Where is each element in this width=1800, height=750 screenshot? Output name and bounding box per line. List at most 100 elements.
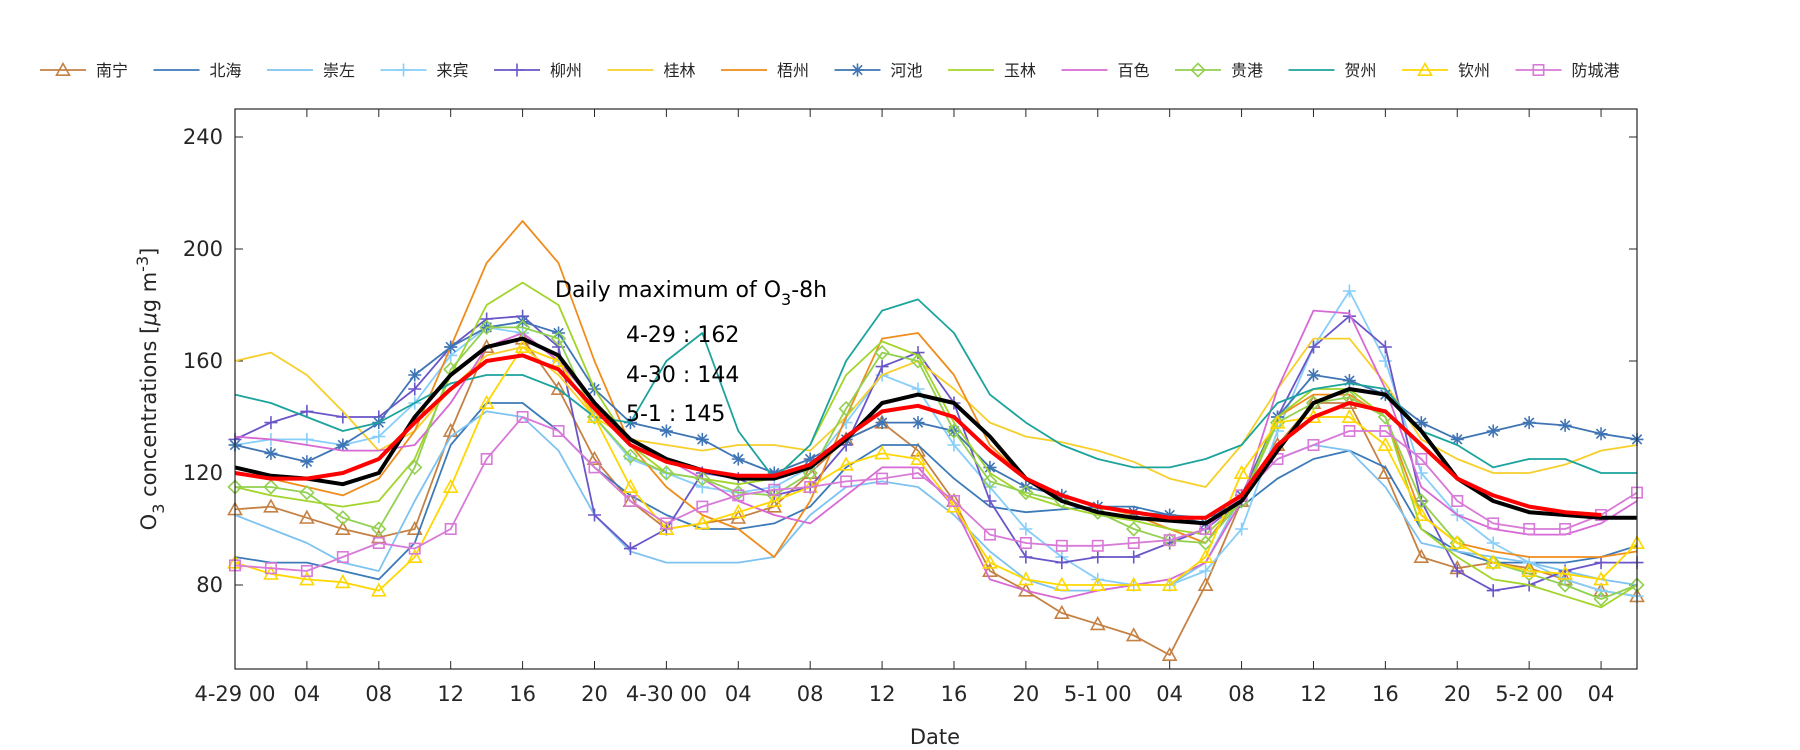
legend-item: 北海 <box>153 61 242 80</box>
data-point <box>408 368 422 382</box>
data-point <box>802 464 819 480</box>
data-point <box>299 509 315 524</box>
legend: 南宁 北海 崇左 来宾 柳州 桂林 梧州 河池 玉林 百色 贵港 贺州 钦州 防城港 <box>40 61 1620 80</box>
data-point <box>407 459 423 476</box>
series-line <box>234 346 1638 592</box>
data-point <box>1053 576 1070 592</box>
data-point <box>1378 354 1392 368</box>
x-tick-label: 04 <box>1156 682 1183 706</box>
data-point <box>982 473 998 490</box>
series-city-13 <box>229 410 1644 577</box>
data-point <box>408 382 422 396</box>
legend-label: 柳州 <box>550 61 582 80</box>
x-tick-label: 4-30 00 <box>626 682 707 706</box>
data-point <box>694 515 711 530</box>
data-point <box>851 63 864 77</box>
legend-label: 玉林 <box>1004 61 1036 80</box>
legend-item: 南宁 <box>40 61 128 80</box>
data-point <box>372 430 386 444</box>
data-point <box>1199 564 1213 578</box>
data-point <box>1413 548 1430 564</box>
data-point <box>1594 556 1608 570</box>
legend-label: 百色 <box>1118 61 1150 80</box>
data-point <box>514 338 531 354</box>
data-point <box>370 582 387 597</box>
data-point <box>371 521 387 537</box>
x-tick-label: 04 <box>725 682 752 706</box>
legend-label: 北海 <box>210 61 242 80</box>
data-point <box>804 480 817 493</box>
y-label-sup: -3 <box>133 256 152 272</box>
y-tick-label: 160 <box>183 349 223 373</box>
data-point <box>1055 556 1069 570</box>
legend-label: 贵港 <box>1231 61 1263 80</box>
data-point <box>1559 522 1572 535</box>
data-point <box>1522 416 1536 430</box>
data-point <box>1342 374 1356 388</box>
data-point <box>1089 616 1106 631</box>
data-point <box>838 456 854 471</box>
data-point <box>983 528 996 541</box>
data-point <box>1306 340 1320 354</box>
y-tick-label: 240 <box>183 125 223 149</box>
data-point <box>910 450 926 466</box>
x-tick-label: 12 <box>869 682 896 706</box>
y-label-base: O <box>137 514 161 531</box>
y-label-end: ] <box>137 248 161 256</box>
series-line <box>235 326 1638 600</box>
data-point <box>1523 522 1536 535</box>
data-point <box>1126 521 1142 537</box>
data-point <box>732 489 745 502</box>
data-point <box>622 448 639 464</box>
data-point <box>1557 565 1573 580</box>
data-point <box>695 480 709 494</box>
data-point <box>695 432 709 446</box>
data-point <box>1593 571 1609 586</box>
data-point <box>1557 577 1573 593</box>
y-tick-label: 200 <box>183 237 223 261</box>
data-point <box>1018 571 1034 586</box>
legend-item: 崇左 <box>267 61 355 80</box>
data-point <box>408 542 421 555</box>
data-point <box>299 484 315 501</box>
data-point <box>1417 61 1433 76</box>
data-point <box>1343 424 1356 437</box>
data-point <box>623 542 637 556</box>
data-point <box>1450 432 1464 446</box>
data-point <box>300 455 314 469</box>
data-point <box>1521 562 1538 578</box>
data-point <box>264 446 278 460</box>
legend-item: 玉林 <box>948 61 1036 80</box>
y-label-mu: μ <box>137 312 161 326</box>
data-point <box>1163 534 1176 547</box>
data-point <box>1449 535 1465 551</box>
data-point <box>586 408 603 424</box>
data-point <box>1055 539 1068 552</box>
data-point <box>1379 424 1392 437</box>
data-point <box>1019 536 1032 549</box>
data-point <box>1485 554 1502 569</box>
data-point <box>586 450 603 466</box>
legend-item: 来宾 <box>380 61 469 80</box>
data-point <box>1341 408 1358 424</box>
legend-label: 河池 <box>891 61 923 80</box>
y-axis-label: O3 concentrations [μg m-3] <box>133 248 168 531</box>
legend-label: 梧州 <box>777 61 809 80</box>
data-point <box>335 510 351 526</box>
annotation-line-3: 5-1 : 145 <box>626 402 725 427</box>
data-point <box>263 479 279 495</box>
data-point <box>1053 604 1070 620</box>
data-point <box>1091 550 1105 564</box>
annotation-line-1: 4-29 : 162 <box>626 323 739 348</box>
data-point <box>300 564 313 577</box>
data-point <box>983 460 997 474</box>
series-city-6 <box>234 220 1638 558</box>
x-tick-label: 5-1 00 <box>1064 682 1132 706</box>
data-point <box>660 517 673 530</box>
data-point <box>910 442 926 457</box>
series-mean2 <box>234 353 1602 520</box>
data-point <box>372 536 385 549</box>
x-tick-label: 20 <box>581 682 608 706</box>
data-point <box>1235 522 1249 536</box>
